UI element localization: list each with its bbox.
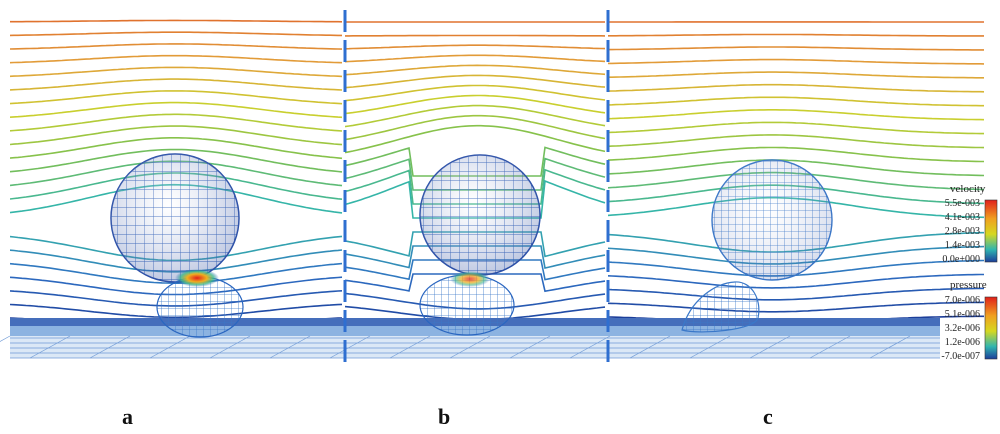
streamline: [345, 74, 606, 89]
panel-label-c: c: [763, 404, 773, 429]
pressure-tick: 1.2e-006: [944, 337, 980, 348]
streamline: [10, 43, 343, 50]
velocity-tick: 0.0e+000: [942, 254, 980, 265]
streamline: [10, 54, 343, 64]
velocity-legend-title: velocity: [950, 183, 986, 195]
streamline: [608, 71, 984, 79]
velocity-tick: 4.1e-003: [944, 212, 980, 223]
panel-a-droplets: [110, 153, 244, 338]
streamline: [608, 46, 984, 51]
streamline: [608, 159, 985, 177]
streamline: [10, 101, 343, 119]
streamline: [10, 148, 343, 173]
streamline: [345, 84, 606, 102]
pressure-tick: 5.1e-006: [944, 309, 980, 320]
pressure-tick: 7.0e-006: [944, 295, 980, 306]
streamline: [10, 78, 343, 91]
streamline: [10, 31, 342, 37]
streamline: [10, 113, 343, 132]
pressure-tick: -7.0e-007: [941, 351, 980, 362]
streamline: [10, 137, 343, 160]
panel-b-droplets: [419, 154, 541, 336]
panel-a-hotspot: [175, 269, 219, 287]
panel-c-streamlines: [608, 21, 985, 325]
velocity-tick: 2.8e-003: [944, 226, 980, 237]
velocity-tick: 5.5e-003: [944, 198, 980, 209]
streamline: [345, 54, 606, 63]
panel-c-droplets: [681, 159, 833, 333]
panel-label-a: a: [122, 404, 133, 429]
streamline: [10, 19, 343, 23]
panel-b-streamlines: [345, 21, 606, 332]
streamline: [608, 287, 984, 301]
streamline: [10, 125, 343, 146]
streamline: [345, 104, 606, 128]
velocity-colorbar: [984, 199, 998, 263]
panel-b-hotspot: [450, 271, 490, 287]
streamline: [608, 273, 984, 289]
streamline: [345, 64, 606, 76]
streamline: [608, 58, 985, 65]
streamline: [608, 121, 984, 135]
streamline: [608, 134, 985, 149]
streamline: [10, 90, 343, 105]
streamline: [345, 124, 606, 154]
streamline: [608, 146, 984, 163]
streamline: [608, 109, 985, 121]
pressure-tick: 3.2e-006: [944, 323, 980, 334]
pressure-colorbar: [984, 296, 998, 360]
streamline: [345, 94, 606, 115]
velocity-tick: 1.4e-003: [944, 240, 980, 251]
streamline: [345, 44, 606, 50]
panel-label-b: b: [438, 404, 451, 429]
streamline: [608, 83, 985, 93]
streamline: [608, 301, 985, 313]
streamline: [608, 33, 984, 37]
streamline: [608, 96, 984, 107]
streamline: [345, 114, 606, 141]
panel-c-drop: [681, 281, 760, 333]
streamline: [10, 66, 343, 78]
pressure-legend-title: pressure: [950, 279, 987, 291]
